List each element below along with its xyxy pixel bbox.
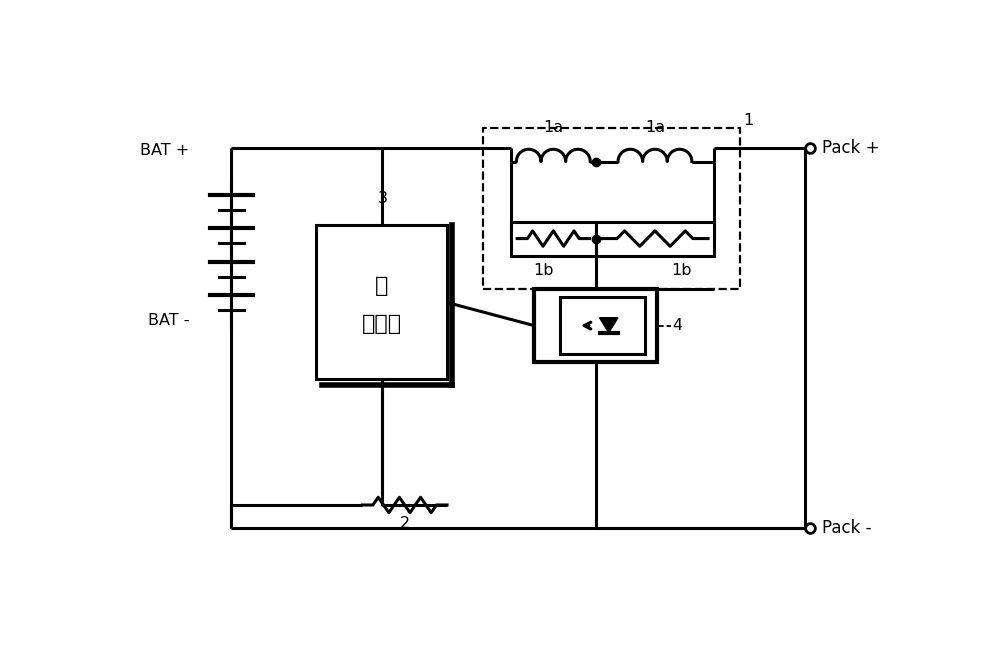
Text: 3: 3	[378, 192, 388, 206]
Text: 控制器: 控制器	[362, 314, 402, 334]
Bar	[483, 127, 740, 289]
Text: BAT -: BAT -	[148, 313, 189, 327]
Text: Pack -: Pack -	[822, 519, 872, 537]
Text: 2: 2	[400, 516, 410, 531]
Bar	[511, 222, 596, 256]
Bar	[316, 226, 447, 380]
Bar	[560, 297, 645, 354]
Text: Pack +: Pack +	[822, 140, 880, 157]
Text: 1a: 1a	[645, 120, 665, 135]
Text: 4: 4	[673, 318, 683, 333]
Text: BAT +: BAT +	[140, 142, 189, 157]
Text: 1: 1	[744, 113, 754, 127]
Bar	[596, 222, 714, 256]
Polygon shape	[600, 318, 618, 333]
Text: 1b: 1b	[533, 263, 554, 278]
Text: 微: 微	[375, 276, 388, 296]
Text: 1b: 1b	[672, 263, 692, 278]
Bar	[534, 289, 657, 362]
Text: 1a: 1a	[543, 120, 563, 135]
